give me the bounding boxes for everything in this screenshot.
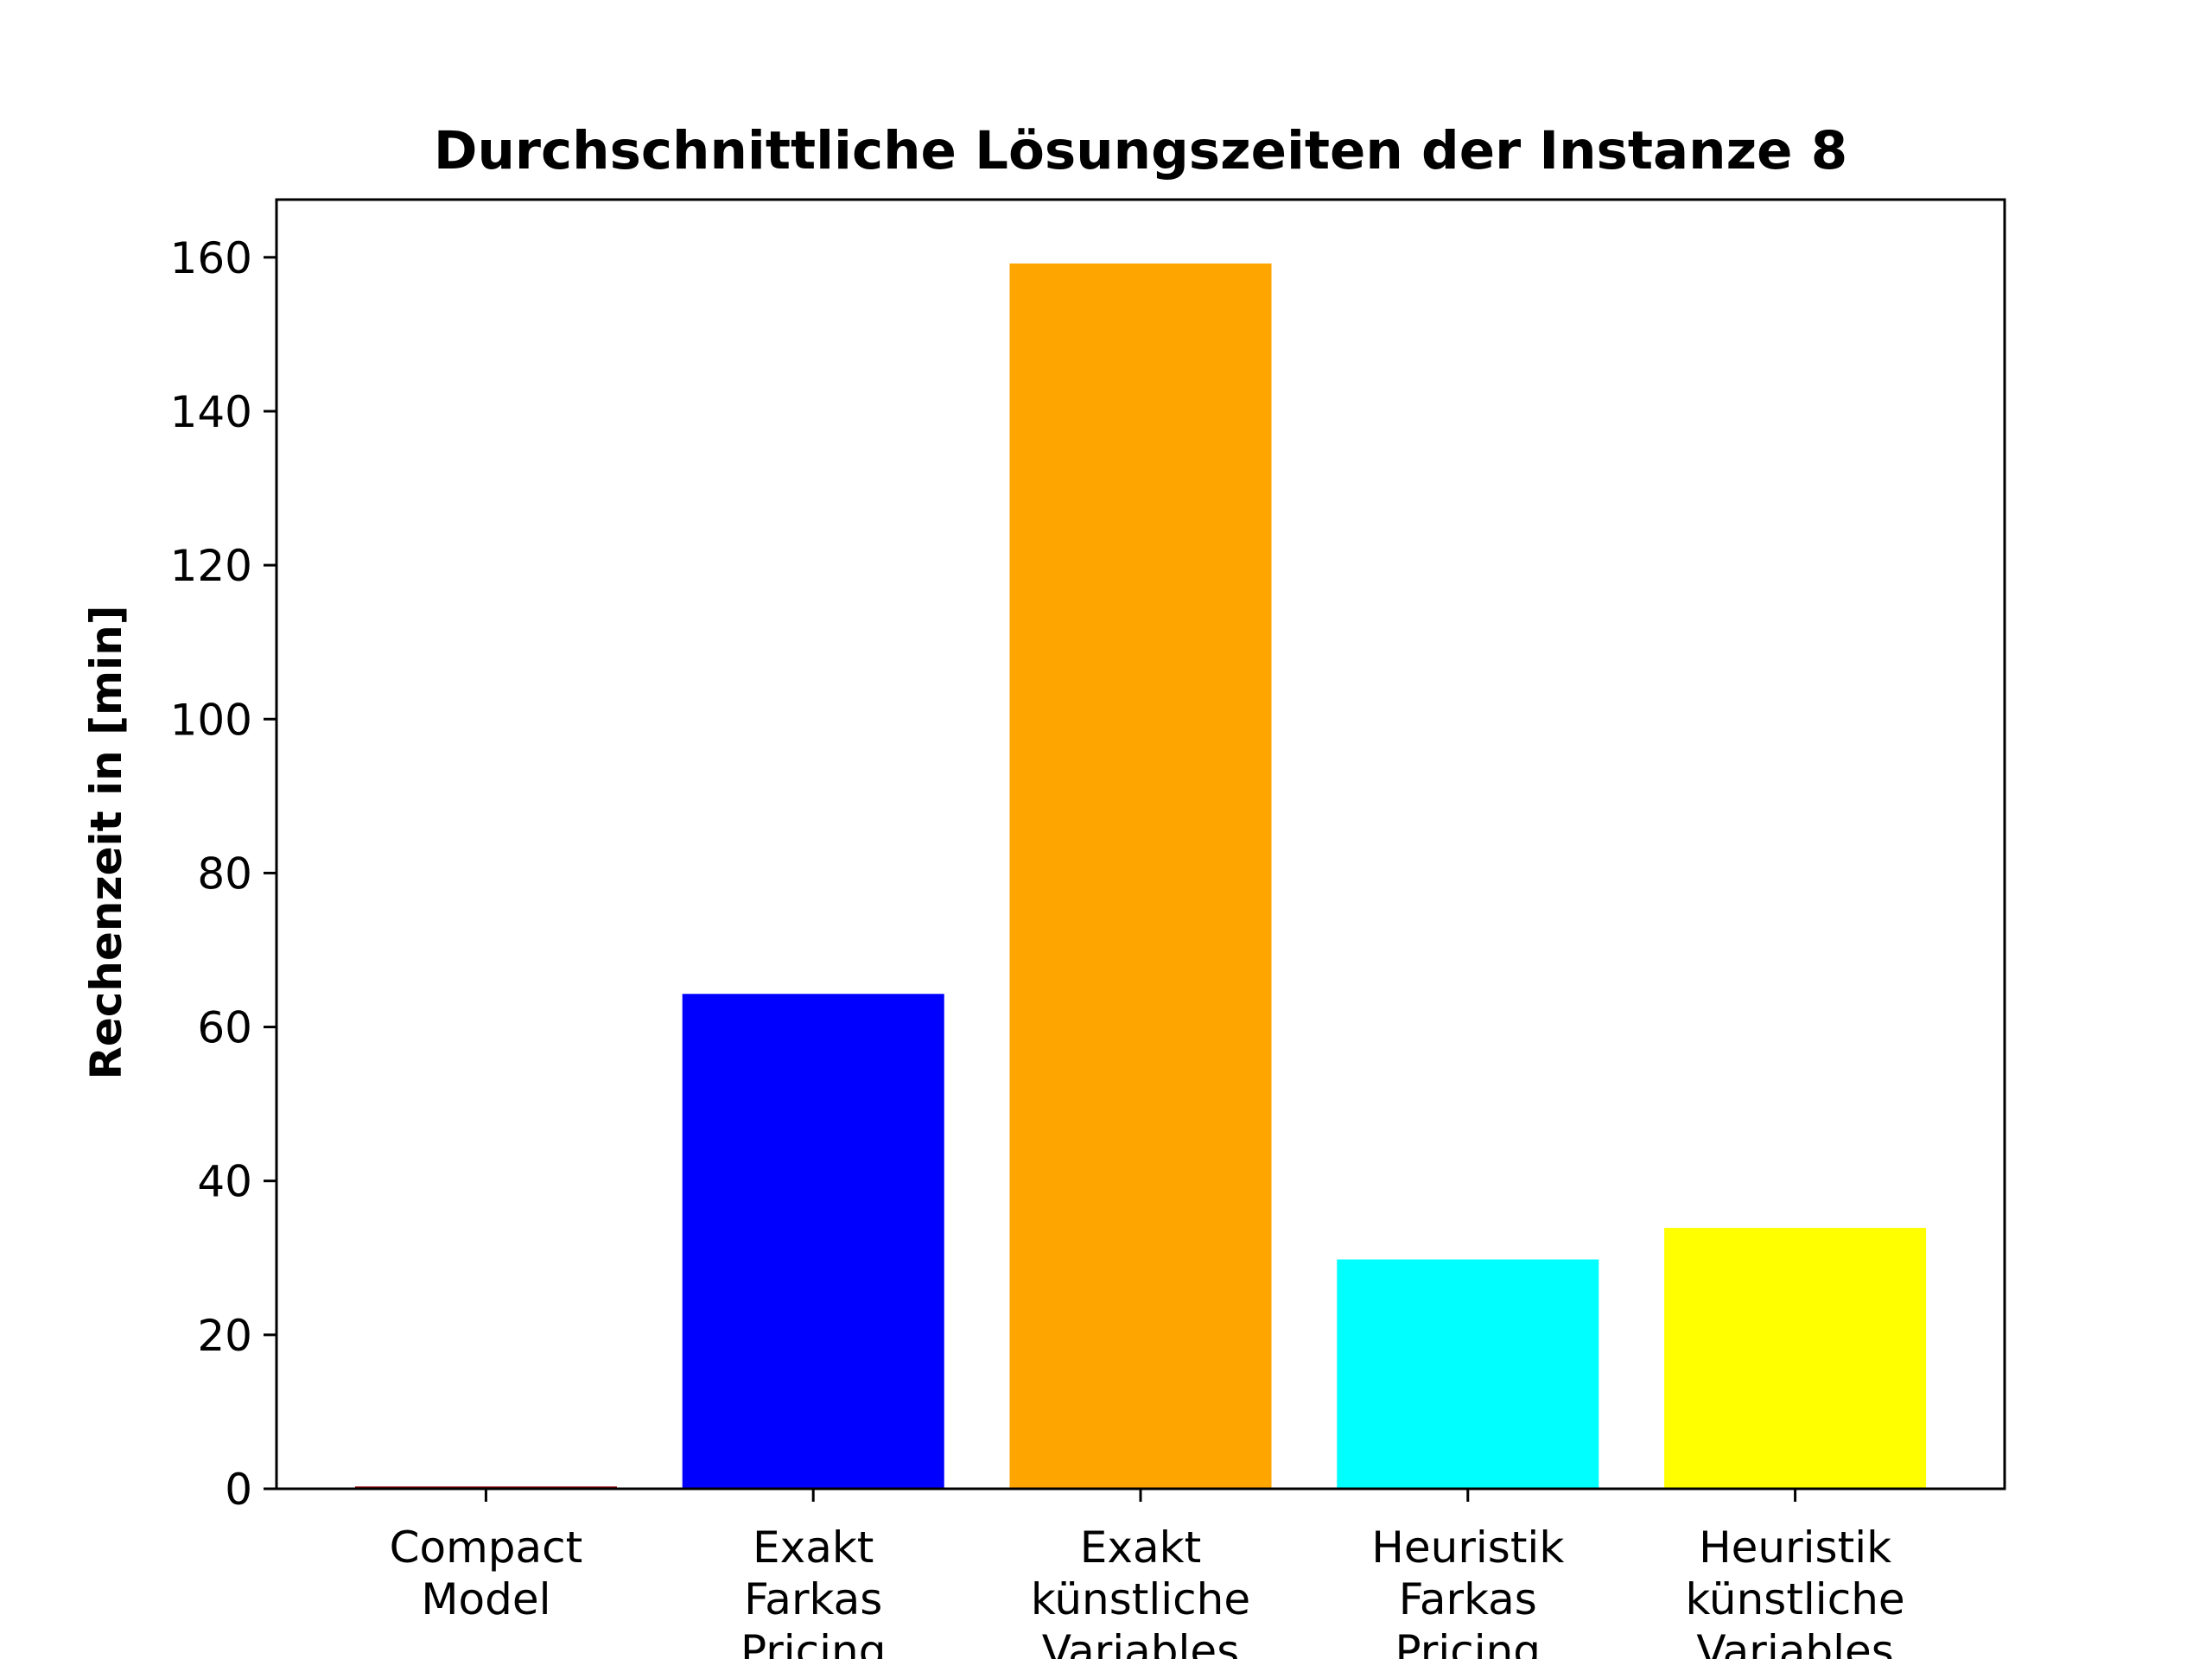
y-axis-ticks: 0 20 40 60 80 100 120 140 160 [170,233,276,1515]
x-axis-ticks: Compact Model Exakt Farkas Pricing Exakt künst… [390,1489,1905,1659]
y-axis-label: Rechenzeit in [min] [81,605,131,1079]
x-tick-label: Exakt Farkas Pricing [741,1522,887,1659]
bar-2 [1009,263,1272,1490]
y-tick-label: 40 [197,1157,252,1207]
x-tick-label: Compact Model [390,1522,583,1624]
x-tick-label: Heuristik künstliche Variables [1685,1522,1904,1659]
bar-1 [682,994,944,1489]
x-tick-label: Heuristik Farkas Pricing [1371,1522,1564,1659]
chart-title: Durchschnittliche Lösungszeiten der Inst… [434,120,1847,181]
y-tick-label: 80 [197,849,252,899]
y-tick-label: 0 [225,1465,252,1515]
y-tick-label: 160 [170,233,252,283]
bar-4 [1664,1228,1927,1489]
y-tick-label: 140 [170,387,252,437]
y-tick-label: 60 [197,1003,252,1053]
y-tick-label: 20 [197,1311,252,1361]
x-tick-label: Exakt künstliche Variables [1031,1522,1250,1659]
bar-3 [1337,1259,1599,1489]
y-tick-label: 100 [170,695,252,745]
y-tick-label: 120 [170,541,252,591]
bars-group [354,263,1927,1490]
plot-frame [275,198,2006,1491]
